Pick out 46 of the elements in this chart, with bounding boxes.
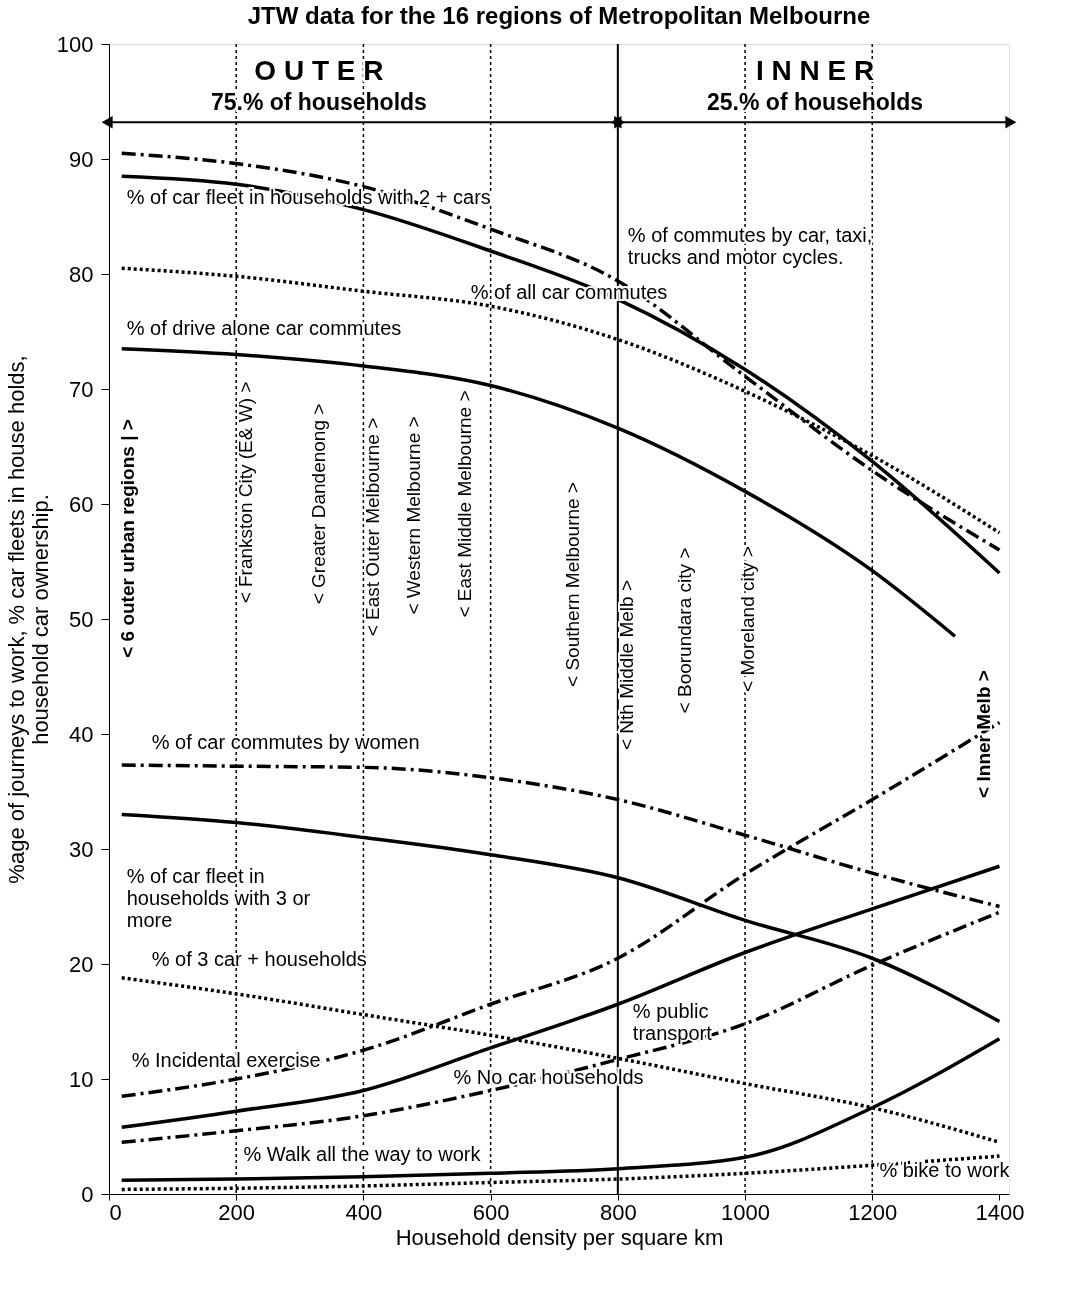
y-tick-label: 20 <box>69 951 94 977</box>
y-tick-label: 90 <box>69 146 94 172</box>
x-tick-label: 600 <box>472 1199 510 1225</box>
annotation: < Southern Melbourne > <box>562 482 584 687</box>
annotation: < Inner Melb > <box>972 670 994 798</box>
y-tick-label: 80 <box>69 261 94 287</box>
y-tick-label: 70 <box>69 376 94 402</box>
x-tick-label: 1000 <box>721 1199 771 1225</box>
annotation: 25.% of households <box>707 88 923 115</box>
annotation: < Moreland city > <box>737 546 759 692</box>
annotation: < Nth Middle Melb > <box>616 579 638 751</box>
series-label: % bike to work <box>879 1159 1011 1182</box>
annotation: O U T E R <box>254 54 384 86</box>
annotation: I N N E R <box>755 54 875 86</box>
chart-title: JTW data for the 16 regions of Metropolitan Melbourne <box>247 2 871 29</box>
series-label: % of car commutes by women <box>151 731 420 754</box>
x-tick-label: 1400 <box>975 1199 1025 1225</box>
x-tick-label: 0 <box>109 1199 122 1225</box>
series-label: % Walk all the way to work <box>243 1142 482 1165</box>
y-tick-label: 60 <box>69 491 94 517</box>
y-tick-label: 100 <box>56 31 94 57</box>
annotation: < Boorundara city > <box>673 547 695 714</box>
series-label: % of drive alone car commutes <box>126 316 402 339</box>
y-tick-label: 10 <box>69 1066 94 1092</box>
y-axis-title: %age of journeys to work, % car fleets in house holds, household car ownership. <box>3 355 53 884</box>
annotation: < 6 outer urban regions | > <box>117 419 139 658</box>
x-tick-label: 200 <box>218 1199 256 1225</box>
series-label: % public transport <box>632 1000 713 1045</box>
annotation: < East Outer Melbourne > <box>361 417 383 637</box>
annotation: 75.% of households <box>210 88 427 115</box>
x-axis-title: Household density per square km <box>395 1224 724 1250</box>
x-tick-label: 1200 <box>848 1199 898 1225</box>
series-label: % of car fleet in households with 3 or more <box>126 864 311 931</box>
y-tick-label: 50 <box>69 606 94 632</box>
series-label: % Incidental exercise <box>131 1049 321 1072</box>
y-tick-label: 30 <box>69 836 94 862</box>
x-tick-label: 400 <box>345 1199 383 1225</box>
series-label: % of commutes by car, taxi, trucks and motor cycles. <box>627 223 873 268</box>
series-label: % of 3 car + households <box>151 947 367 970</box>
annotation: < East Middle Melbourne > <box>454 390 476 618</box>
annotation: < Greater Dandenong > <box>307 403 329 605</box>
annotation: < Western Melbourne > <box>403 416 425 615</box>
y-tick-label: 40 <box>69 721 94 747</box>
x-tick-label: 800 <box>599 1199 637 1225</box>
annotation: < Frankston City (E& W) > <box>234 381 256 604</box>
y-tick-label: 0 <box>81 1181 94 1207</box>
